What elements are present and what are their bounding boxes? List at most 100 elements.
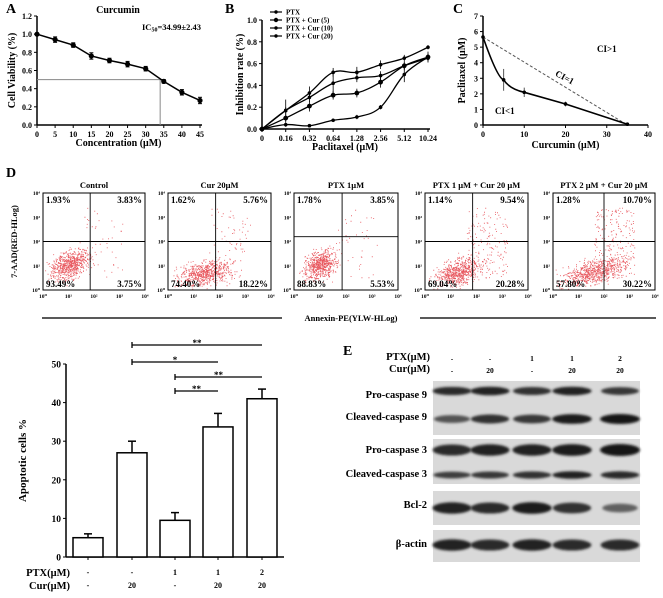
significance-stars: ** <box>192 384 202 394</box>
flow-events <box>299 209 378 288</box>
flow-plot-4: PTX 2 μM + Cur 20 μM 1.28% 10.70% 57.80% 30.… <box>542 180 659 300</box>
data-point <box>124 61 131 67</box>
y-tick-label: 0.8 <box>22 48 32 57</box>
y-tick-label: 20 <box>52 476 62 486</box>
quadrant-ll: 57.80% <box>556 279 585 289</box>
x-tick-label: 5 <box>53 130 57 139</box>
protein-band <box>513 414 551 424</box>
data-point <box>481 35 485 39</box>
data-point <box>179 89 185 95</box>
quadrant-ul: 1.14% <box>428 195 453 205</box>
y-axis-label: Inhibition rate (%) <box>235 34 246 116</box>
data-point <box>522 90 527 95</box>
panel-letter-a: A <box>6 2 17 17</box>
x-tick-label: 10² <box>473 294 481 300</box>
x-tick-label: 10² <box>342 294 350 300</box>
y-tick-label: 3 <box>474 74 478 83</box>
significance-stars: ** <box>193 338 203 348</box>
quadrant-ll: 69.04% <box>428 279 457 289</box>
quadrant-ul: 1.78% <box>297 195 322 205</box>
protein-band <box>600 471 640 479</box>
additivity-line <box>482 36 628 126</box>
cur-dose-label: 20 <box>128 581 136 590</box>
protein-band <box>512 471 552 479</box>
x-tick-label: 10³ <box>626 294 634 300</box>
y-tick-label: 50 <box>52 361 62 371</box>
x-tick-label: 10⁴ <box>394 294 402 300</box>
y-tick-label: 10⁰ <box>414 287 423 294</box>
bar-0 <box>72 536 104 558</box>
series-3-point <box>260 127 264 131</box>
flow-plot-title: PTX 1 μM + Cur 20 μM <box>433 180 521 190</box>
protein-band <box>602 503 638 513</box>
series-2-point <box>402 63 407 68</box>
protein-band <box>470 539 510 551</box>
blot-strip-1 <box>432 439 640 484</box>
ptx-lane-value: 2 <box>618 354 622 363</box>
quadrant-ll: 88.83% <box>297 279 326 289</box>
legend-marker <box>274 34 278 38</box>
series-0-point <box>402 72 407 77</box>
x-tick-label: 0.64 <box>326 134 340 143</box>
x-tick-label: 0 <box>481 130 485 139</box>
y-tick-label: 1.0 <box>22 30 32 39</box>
series-0-point <box>331 118 335 123</box>
series-1-point <box>307 103 312 109</box>
ic50-prefix: IC <box>142 22 151 32</box>
x-tick-label: 10⁴ <box>524 294 532 300</box>
flow-plot-3: PTX 1 μM + Cur 20 μM 1.14% 9.54% 69.04% 20.2… <box>414 180 532 300</box>
flow-events <box>428 207 508 290</box>
y-tick-label: 10³ <box>284 215 292 221</box>
ptx-dose-label: 2 <box>260 568 264 577</box>
protein-band <box>470 386 510 396</box>
x-tick-label: 1.28 <box>350 134 364 143</box>
x-tick-label: 10⁰ <box>39 293 48 300</box>
y-tick-label: 0.6 <box>22 67 32 76</box>
series-1-point <box>330 92 336 98</box>
y-tick-label: 30 <box>52 438 62 448</box>
x-tick-label: 5.12 <box>397 134 411 143</box>
y-tick-label: 10⁴ <box>284 191 292 197</box>
y-tick-label: 10⁰ <box>283 287 292 294</box>
protein-band <box>600 444 640 456</box>
y-tick-label: 10² <box>543 240 551 246</box>
y-tick-label: 10⁴ <box>158 191 166 197</box>
blot-row-label: Pro-caspase 9 <box>366 390 427 401</box>
blot-strip-2 <box>432 491 640 525</box>
legend-label: PTX + Cur (5) <box>286 17 330 25</box>
blot-row-label: β-actin <box>396 539 427 550</box>
cur-dose-label: - <box>87 581 90 590</box>
blot-row-label: Cleaved-caspase 9 <box>346 412 427 423</box>
x-axis-label: Annexin-PE(YLW-HLog) <box>305 313 398 323</box>
panel-letter-c: C <box>453 2 463 17</box>
x-tick-label: 10² <box>600 294 608 300</box>
y-tick-label: 10³ <box>158 215 166 221</box>
ptx-dose-label: 1 <box>216 568 220 577</box>
cur-lane-value: - <box>451 366 454 375</box>
flow-plot-frame <box>293 192 399 291</box>
protein-band <box>433 415 471 423</box>
y-tick-label: 10⁰ <box>542 287 551 294</box>
series-0-point <box>307 123 312 128</box>
quadrant-ll: 93.49% <box>46 279 75 289</box>
y-tick-label: 10¹ <box>543 264 551 270</box>
chart-title: Curcumin <box>96 5 140 16</box>
blot-row-label: Bcl-2 <box>404 500 427 511</box>
ptx-row-label: PTX(μM) <box>386 352 430 363</box>
protein-band <box>432 539 472 551</box>
y-tick-label: 0.8 <box>247 38 257 47</box>
y-tick-label: 10⁰ <box>157 287 166 294</box>
y-tick-label: 10³ <box>33 215 41 221</box>
protein-band <box>601 387 639 395</box>
legend-marker <box>274 10 278 14</box>
x-axis-label: Curcumin (μM) <box>532 140 600 151</box>
y-tick-label: 1.2 <box>22 12 32 21</box>
data-point <box>563 102 568 106</box>
significance-stars: * <box>173 355 178 365</box>
cur-lane-value: 20 <box>616 366 624 375</box>
quadrant-ul: 1.62% <box>171 195 196 205</box>
data-point <box>161 78 167 84</box>
x-tick-label: 10¹ <box>447 294 455 300</box>
y-tick-label: 2 <box>474 90 478 99</box>
x-tick-label: 0.32 <box>302 134 316 143</box>
